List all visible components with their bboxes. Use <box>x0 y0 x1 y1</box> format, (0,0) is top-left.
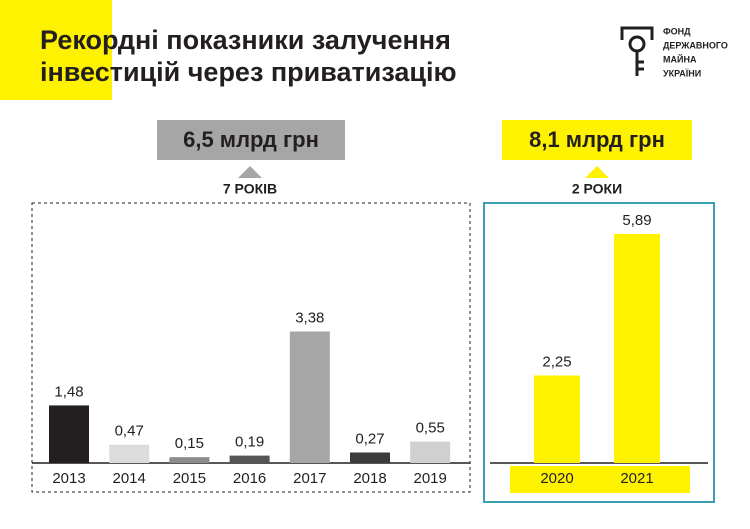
bar <box>534 375 580 463</box>
title-line: Рекордні показники залучення <box>40 25 451 55</box>
bar <box>169 457 210 463</box>
bar <box>109 444 150 463</box>
x-tick-label: 2016 <box>233 470 266 487</box>
bar <box>410 441 451 463</box>
group-frame <box>31 202 471 493</box>
value-label: 5,89 <box>622 212 651 229</box>
value-label: 2,25 <box>542 353 571 370</box>
pointer <box>585 166 609 178</box>
total-label: 8,1 млрд грн <box>529 127 665 152</box>
x-tick-label: 2013 <box>52 470 85 487</box>
logo-text: УКРАЇНИ <box>663 68 701 78</box>
logo-icon <box>620 26 654 76</box>
x-tick-label: 2017 <box>293 470 326 487</box>
bar <box>289 331 330 463</box>
value-label: 0,19 <box>235 434 264 451</box>
value-label: 0,55 <box>416 420 445 437</box>
x-tick-label: 2018 <box>353 470 386 487</box>
corner-accent <box>0 0 112 100</box>
bar <box>350 452 390 463</box>
bar <box>229 455 270 463</box>
value-label: 3,38 <box>295 309 324 326</box>
logo-text: ДЕРЖАВНОГО <box>663 40 728 50</box>
value-label: 0,27 <box>355 430 384 447</box>
pointer <box>238 166 262 178</box>
value-label: 0,47 <box>115 423 144 440</box>
value-label: 1,48 <box>54 383 83 400</box>
x-tick-label: 2019 <box>414 470 447 487</box>
group-frame <box>483 202 715 503</box>
logo-text: ФОНД <box>663 26 691 36</box>
period-label: 2 РОКИ <box>572 181 622 197</box>
year-strip <box>510 466 690 493</box>
x-tick-label: 2021 <box>620 470 653 487</box>
bar <box>614 233 660 463</box>
value-label: 0,15 <box>175 435 204 452</box>
logo-text: МАЙНА <box>663 53 697 64</box>
bar <box>49 405 89 463</box>
period-label: 7 РОКІВ <box>223 181 277 197</box>
x-tick-label: 2020 <box>540 470 573 487</box>
total-badge <box>157 120 345 160</box>
total-badge <box>502 120 692 160</box>
x-tick-label: 2014 <box>113 470 146 487</box>
title-line: інвестицій через приватизацію <box>40 57 457 87</box>
x-tick-label: 2015 <box>173 470 206 487</box>
total-label: 6,5 млрд грн <box>183 127 319 152</box>
